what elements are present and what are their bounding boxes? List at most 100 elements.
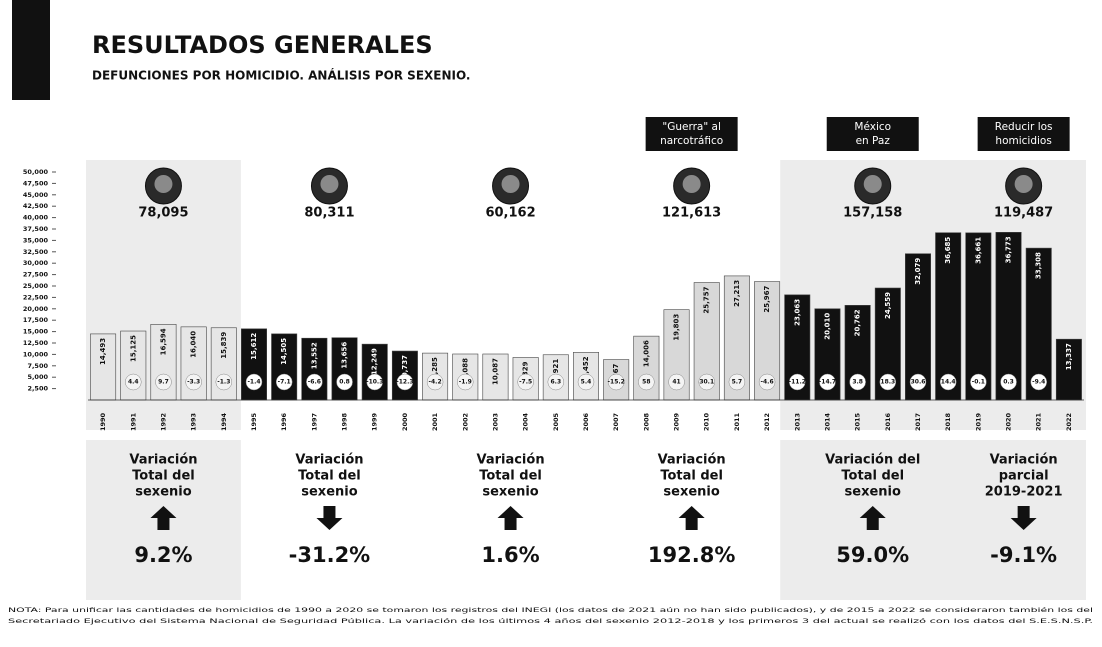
variation-title: Variación xyxy=(295,453,363,468)
bar-value-label: 32,079 xyxy=(914,258,922,285)
x-tick-label: 2008 xyxy=(642,412,650,431)
y-tick-label: 7,500 xyxy=(27,362,48,370)
variation-title: Total del xyxy=(479,469,542,484)
callout-text: Reducir los xyxy=(995,121,1053,133)
x-tick-label: 2013 xyxy=(793,413,801,431)
y-tick-label: 45,000 xyxy=(23,191,49,199)
portrait-face xyxy=(320,175,338,193)
variation-arrow xyxy=(679,506,705,530)
x-tick-label: 1993 xyxy=(190,413,198,431)
portrait-face xyxy=(864,175,882,193)
variation-title: Total del xyxy=(132,469,195,484)
x-tick-label: 2000 xyxy=(401,412,409,431)
variation-value: 1.6% xyxy=(481,543,539,567)
x-tick-label: 2006 xyxy=(582,412,590,431)
x-tick-label: 1992 xyxy=(159,413,167,431)
variation-title: 2019-2021 xyxy=(985,485,1063,500)
change-label: 3.8 xyxy=(852,379,863,386)
y-tick-label: 47,500 xyxy=(23,179,49,187)
chart-subtitle: DEFUNCIONES POR HOMICIDIO. ANÁLISIS POR … xyxy=(92,68,470,83)
sexenio-total: 121,613 xyxy=(662,206,721,221)
x-tick-label: 2004 xyxy=(522,412,530,431)
variation-title: Variación xyxy=(476,453,544,468)
variation-title: Total del xyxy=(660,469,723,484)
change-label: -7.1 xyxy=(278,379,291,386)
y-tick-label: 20,000 xyxy=(23,305,49,313)
y-tick-label: 35,000 xyxy=(23,236,49,244)
change-label: 0.8 xyxy=(339,379,350,386)
bar-value-label: 16,594 xyxy=(159,328,167,355)
x-tick-label: 2022 xyxy=(1065,413,1073,431)
bar-value-label: 15,839 xyxy=(220,332,228,359)
y-tick-label: 15,000 xyxy=(23,328,49,336)
header-block xyxy=(12,0,50,100)
bar-value-label: 36,685 xyxy=(944,237,952,264)
y-tick-label: 17,500 xyxy=(23,316,49,324)
variation-title: Variación del xyxy=(825,453,920,468)
x-tick-label: 2014 xyxy=(823,412,831,431)
bar-value-label: 16,040 xyxy=(190,331,198,358)
variation-title: parcial xyxy=(999,469,1049,484)
variation-value: -9.1% xyxy=(990,543,1057,567)
x-tick-label: 1996 xyxy=(280,412,288,431)
bar-value-label: 20,762 xyxy=(854,309,862,336)
x-tick-label: 2019 xyxy=(974,412,982,431)
bar-value-label: 36,661 xyxy=(974,237,982,264)
variation-title: Total del xyxy=(841,469,904,484)
portrait-face xyxy=(1015,175,1033,193)
variation-title: sexenio xyxy=(482,485,538,500)
change-label: -6.6 xyxy=(308,379,321,386)
bar-value-label: 33,308 xyxy=(1035,252,1043,279)
x-tick-label: 2005 xyxy=(552,412,560,431)
y-tick-label: 40,000 xyxy=(23,214,49,222)
bar-value-label: 36,773 xyxy=(1005,236,1013,263)
change-label: -1.9 xyxy=(459,379,472,386)
change-label: -15.2 xyxy=(608,379,625,386)
bar-value-label: 12,249 xyxy=(371,348,379,375)
note: Secretariado Ejecutivo del Sistema Nacio… xyxy=(8,617,1093,625)
variation-title: sexenio xyxy=(301,485,357,500)
portrait-face xyxy=(683,175,701,193)
bar-value-label: 15,612 xyxy=(250,333,258,360)
bar-value-label: 23,063 xyxy=(793,299,801,326)
portrait-face xyxy=(502,175,520,193)
bar-value-label: 13,552 xyxy=(310,342,318,369)
callout-text: homicidios xyxy=(995,135,1051,147)
change-label: 14.4 xyxy=(941,379,956,386)
infographic: RESULTADOS GENERALES DEFUNCIONES POR HOM… xyxy=(0,0,1102,647)
bar-value-label: 25,967 xyxy=(763,285,771,312)
x-tick-label: 1991 xyxy=(129,412,137,431)
variation-value: 59.0% xyxy=(836,543,909,567)
x-tick-label: 2012 xyxy=(763,413,771,431)
x-tick-label: 1994 xyxy=(220,412,228,431)
x-tick-label: 2003 xyxy=(491,413,499,431)
change-label: -11.2 xyxy=(789,379,806,386)
y-tick-label: 37,500 xyxy=(23,225,49,233)
change-label: 9.7 xyxy=(158,379,169,386)
bar-value-label: 20,010 xyxy=(823,313,831,340)
change-label: 30.1 xyxy=(699,379,714,386)
sexenio-total: 80,311 xyxy=(304,206,354,221)
change-label: -4.2 xyxy=(429,379,442,386)
x-tick-label: 1999 xyxy=(371,412,379,431)
x-tick-label: 2017 xyxy=(914,413,922,431)
y-tick-label: 50,000 xyxy=(23,168,49,176)
x-tick-label: 1990 xyxy=(99,412,107,431)
y-tick-label: 42,500 xyxy=(23,202,49,210)
portrait-face xyxy=(154,175,172,193)
variation-title: sexenio xyxy=(663,485,719,500)
change-label: -3.3 xyxy=(187,379,200,386)
y-tick-label: 12,500 xyxy=(23,339,49,347)
change-label: 6.3 xyxy=(550,379,561,386)
chart-title: RESULTADOS GENERALES xyxy=(92,31,433,59)
change-label: 30.6 xyxy=(911,379,926,386)
bar-value-label: 14,006 xyxy=(642,340,650,367)
change-label: -12.3 xyxy=(396,379,413,386)
sexenio-total: 119,487 xyxy=(994,206,1053,221)
x-tick-label: 2020 xyxy=(1005,412,1013,431)
change-label: -1.4 xyxy=(247,379,260,386)
bar-value-label: 27,213 xyxy=(733,280,741,307)
bar-value-label: 24,559 xyxy=(884,292,892,319)
variation-title: Variación xyxy=(658,453,726,468)
variation-arrow xyxy=(498,506,524,530)
